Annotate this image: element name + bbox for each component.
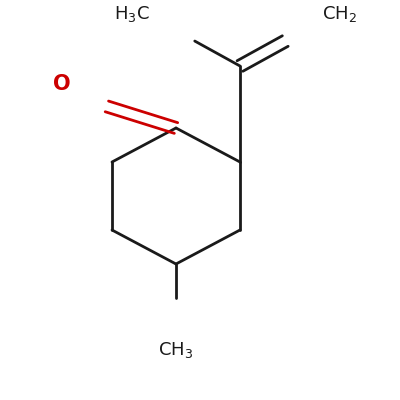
Text: H$_3$C: H$_3$C: [114, 4, 150, 24]
Text: O: O: [53, 74, 71, 94]
Text: CH$_3$: CH$_3$: [158, 340, 194, 360]
Text: CH$_2$: CH$_2$: [322, 4, 357, 24]
